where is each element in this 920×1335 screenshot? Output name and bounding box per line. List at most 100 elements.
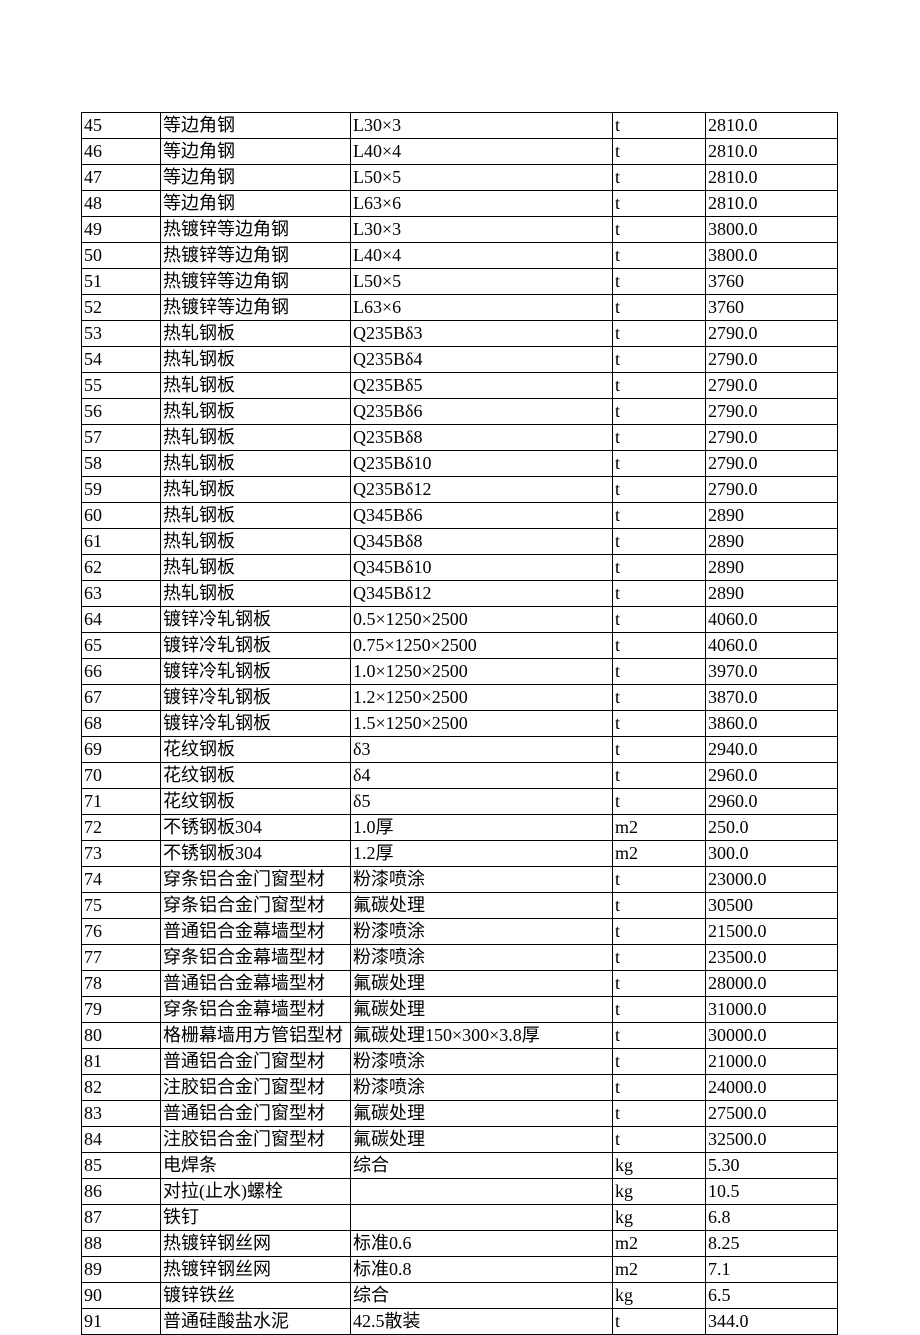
cell-spec bbox=[351, 1179, 613, 1205]
cell-idx: 86 bbox=[82, 1179, 161, 1205]
cell-name: 等边角钢 bbox=[161, 113, 351, 139]
cell-name: 花纹钢板 bbox=[161, 737, 351, 763]
cell-price: 344.0 bbox=[706, 1309, 838, 1335]
cell-unit: t bbox=[613, 503, 706, 529]
cell-price: 4060.0 bbox=[706, 633, 838, 659]
cell-price: 10.5 bbox=[706, 1179, 838, 1205]
table-row: 90镀锌铁丝综合kg6.5 bbox=[82, 1283, 838, 1309]
table-row: 58热轧钢板Q235Bδ10t2790.0 bbox=[82, 451, 838, 477]
table-row: 81普通铝合金门窗型材粉漆喷涂t21000.0 bbox=[82, 1049, 838, 1075]
table-row: 77穿条铝合金幕墙型材粉漆喷涂t23500.0 bbox=[82, 945, 838, 971]
cell-name: 镀锌铁丝 bbox=[161, 1283, 351, 1309]
cell-idx: 69 bbox=[82, 737, 161, 763]
table-row: 46等边角钢L40×4t2810.0 bbox=[82, 139, 838, 165]
cell-idx: 81 bbox=[82, 1049, 161, 1075]
table-row: 86对拉(止水)螺栓kg10.5 bbox=[82, 1179, 838, 1205]
cell-name: 注胶铝合金门窗型材 bbox=[161, 1127, 351, 1153]
table-row: 79穿条铝合金幕墙型材氟碳处理t31000.0 bbox=[82, 997, 838, 1023]
table-row: 85电焊条综合kg5.30 bbox=[82, 1153, 838, 1179]
cell-unit: kg bbox=[613, 1153, 706, 1179]
table-row: 80格栅幕墙用方管铝型材氟碳处理150×300×3.8厚t30000.0 bbox=[82, 1023, 838, 1049]
table-row: 59热轧钢板Q235Bδ12t2790.0 bbox=[82, 477, 838, 503]
cell-unit: t bbox=[613, 347, 706, 373]
cell-idx: 70 bbox=[82, 763, 161, 789]
cell-price: 3760 bbox=[706, 295, 838, 321]
cell-unit: t bbox=[613, 139, 706, 165]
cell-spec: Q345Bδ10 bbox=[351, 555, 613, 581]
cell-spec: 0.75×1250×2500 bbox=[351, 633, 613, 659]
cell-spec: L50×5 bbox=[351, 269, 613, 295]
cell-unit: m2 bbox=[613, 1231, 706, 1257]
cell-unit: t bbox=[613, 451, 706, 477]
cell-name: 普通铝合金幕墙型材 bbox=[161, 971, 351, 997]
cell-name: 对拉(止水)螺栓 bbox=[161, 1179, 351, 1205]
cell-spec: 42.5散装 bbox=[351, 1309, 613, 1335]
cell-price: 23000.0 bbox=[706, 867, 838, 893]
cell-spec: 氟碳处理 bbox=[351, 1127, 613, 1153]
cell-name: 热轧钢板 bbox=[161, 529, 351, 555]
cell-price: 2790.0 bbox=[706, 425, 838, 451]
cell-idx: 65 bbox=[82, 633, 161, 659]
table-row: 45等边角钢L30×3t2810.0 bbox=[82, 113, 838, 139]
cell-name: 穿条铝合金门窗型材 bbox=[161, 867, 351, 893]
table-row: 68镀锌冷轧钢板1.5×1250×2500t3860.0 bbox=[82, 711, 838, 737]
cell-unit: t bbox=[613, 633, 706, 659]
cell-name: 电焊条 bbox=[161, 1153, 351, 1179]
cell-unit: t bbox=[613, 763, 706, 789]
cell-name: 镀锌冷轧钢板 bbox=[161, 685, 351, 711]
cell-unit: t bbox=[613, 711, 706, 737]
cell-idx: 46 bbox=[82, 139, 161, 165]
cell-idx: 73 bbox=[82, 841, 161, 867]
table-row: 84注胶铝合金门窗型材氟碳处理t32500.0 bbox=[82, 1127, 838, 1153]
cell-idx: 68 bbox=[82, 711, 161, 737]
cell-price: 2810.0 bbox=[706, 165, 838, 191]
cell-price: 2890 bbox=[706, 529, 838, 555]
cell-unit: t bbox=[613, 217, 706, 243]
cell-unit: t bbox=[613, 1127, 706, 1153]
cell-unit: t bbox=[613, 113, 706, 139]
table-row: 60热轧钢板Q345Bδ6t2890 bbox=[82, 503, 838, 529]
cell-unit: t bbox=[613, 607, 706, 633]
cell-price: 23500.0 bbox=[706, 945, 838, 971]
table-row: 69花纹钢板δ3t2940.0 bbox=[82, 737, 838, 763]
cell-name: 热轧钢板 bbox=[161, 555, 351, 581]
table-row: 57热轧钢板Q235Bδ8t2790.0 bbox=[82, 425, 838, 451]
cell-name: 热轧钢板 bbox=[161, 399, 351, 425]
cell-unit: t bbox=[613, 477, 706, 503]
table-row: 72不锈钢板3041.0厚m2250.0 bbox=[82, 815, 838, 841]
cell-name: 花纹钢板 bbox=[161, 789, 351, 815]
cell-unit: t bbox=[613, 191, 706, 217]
cell-price: 2790.0 bbox=[706, 321, 838, 347]
cell-name: 热镀锌等边角钢 bbox=[161, 243, 351, 269]
cell-unit: t bbox=[613, 945, 706, 971]
cell-unit: t bbox=[613, 659, 706, 685]
cell-idx: 59 bbox=[82, 477, 161, 503]
cell-unit: t bbox=[613, 269, 706, 295]
cell-price: 2890 bbox=[706, 555, 838, 581]
cell-name: 热镀锌钢丝网 bbox=[161, 1257, 351, 1283]
cell-unit: t bbox=[613, 1023, 706, 1049]
cell-price: 300.0 bbox=[706, 841, 838, 867]
cell-unit: t bbox=[613, 789, 706, 815]
cell-spec: Q235Bδ8 bbox=[351, 425, 613, 451]
cell-idx: 51 bbox=[82, 269, 161, 295]
cell-spec: 1.5×1250×2500 bbox=[351, 711, 613, 737]
cell-name: 穿条铝合金幕墙型材 bbox=[161, 997, 351, 1023]
cell-idx: 83 bbox=[82, 1101, 161, 1127]
cell-name: 普通铝合金门窗型材 bbox=[161, 1049, 351, 1075]
cell-price: 2810.0 bbox=[706, 191, 838, 217]
cell-idx: 67 bbox=[82, 685, 161, 711]
cell-unit: m2 bbox=[613, 841, 706, 867]
cell-spec: Q345Bδ8 bbox=[351, 529, 613, 555]
cell-unit: t bbox=[613, 295, 706, 321]
cell-price: 4060.0 bbox=[706, 607, 838, 633]
cell-name: 热镀锌钢丝网 bbox=[161, 1231, 351, 1257]
cell-name: 普通硅酸盐水泥 bbox=[161, 1309, 351, 1335]
cell-unit: t bbox=[613, 1049, 706, 1075]
cell-idx: 60 bbox=[82, 503, 161, 529]
cell-spec: Q345Bδ6 bbox=[351, 503, 613, 529]
table-row: 88热镀锌钢丝网标准0.6m28.25 bbox=[82, 1231, 838, 1257]
cell-unit: t bbox=[613, 581, 706, 607]
cell-price: 32500.0 bbox=[706, 1127, 838, 1153]
cell-idx: 82 bbox=[82, 1075, 161, 1101]
